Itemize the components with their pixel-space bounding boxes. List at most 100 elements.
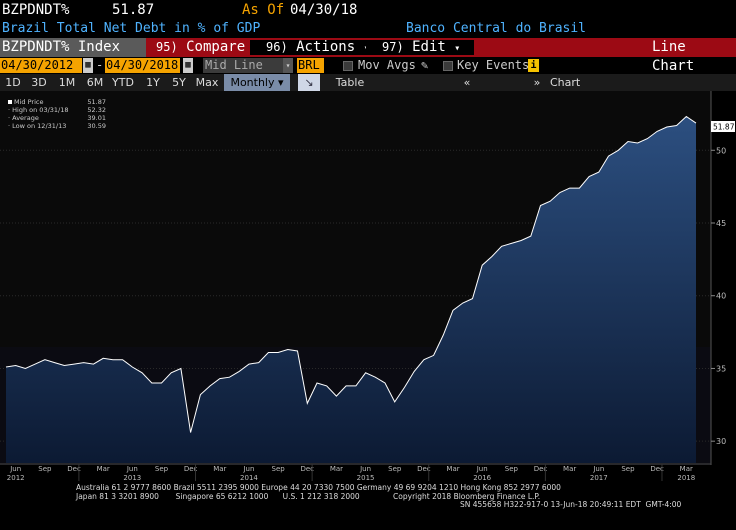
frequency-select[interactable]: Monthly ▾ [224, 74, 290, 91]
x-month-label: Mar [680, 465, 693, 473]
legend-bullet: · [8, 114, 13, 122]
x-month-label: Dec [300, 465, 314, 473]
data-source: Banco Central do Brasil [406, 21, 587, 36]
x-month-label: Mar [213, 465, 226, 473]
period-3d[interactable]: 3D [31, 76, 47, 89]
legend-row: · Low on 12/31/13 30.59 [8, 122, 106, 130]
x-year-label: 2017 [590, 474, 608, 482]
x-month-label: Jun [242, 465, 254, 473]
y-tick-label: 50 [716, 146, 726, 155]
legend-mid-label: Mid Price [14, 98, 44, 106]
table-button[interactable]: Table [335, 76, 365, 89]
mov-avgs-checkbox[interactable] [343, 61, 353, 71]
x-month-label: Mar [563, 465, 576, 473]
period-1d[interactable]: 1D [5, 76, 21, 89]
description-line: Brazil Total Net Debt in % of GDP Banco … [0, 20, 736, 38]
footer-line-2: Japan 81 3 3201 8900 Singapore 65 6212 1… [76, 491, 541, 501]
range-separator: - [96, 58, 104, 72]
actions-number: 96) [266, 40, 288, 54]
legend-avg-label: Average [12, 114, 39, 122]
legend-label: · High on 03/31/18 [8, 106, 87, 114]
expand-icon[interactable]: » [533, 76, 541, 89]
chart-content-button[interactable]: Chart Content [550, 76, 594, 106]
last-value-tag-text: 51.87 [713, 123, 735, 132]
period-1y[interactable]: 1Y [146, 76, 160, 89]
x-month-label: Sep [155, 465, 169, 473]
x-year-label: 2015 [357, 474, 375, 482]
start-calendar-icon[interactable]: ▦ [83, 58, 93, 73]
start-date-field[interactable]: 04/30/2012 [0, 58, 82, 73]
currency-select[interactable]: BRL [297, 58, 324, 73]
last-value: 51.87 [112, 2, 155, 18]
actions-button[interactable]: 96) Actions ▾ [250, 40, 370, 55]
legend-row: Mid Price 51.87 [8, 98, 106, 106]
x-month-label: Dec [650, 465, 664, 473]
x-month-label: Mar [330, 465, 343, 473]
security-field[interactable]: BZPDNDT% Index [0, 38, 146, 57]
legend-swatch [8, 100, 12, 104]
x-year-label: 2016 [473, 474, 491, 482]
ticker: BZPDNDT% [2, 2, 70, 18]
x-year-label: 2012 [7, 474, 25, 482]
x-year-label: 2013 [123, 474, 141, 482]
compare-button[interactable]: 95) Compare [156, 38, 245, 57]
x-month-label: Sep [38, 465, 52, 473]
end-date-field[interactable]: 04/30/2018 [105, 58, 180, 73]
footer: Australia 61 2 9777 8600 Brazil 5511 239… [0, 483, 736, 510]
collapse-icon[interactable]: « [463, 76, 471, 89]
series-line [5, 115, 697, 433]
period-1m[interactable]: 1M [58, 76, 76, 89]
period-bar: 1D 3D 1M 6M YTD 1Y 5Y Max Monthly ▾ ↘ Ta… [0, 74, 736, 106]
compare-number: 95) [156, 40, 178, 54]
as-of-date: 04/30/18 [290, 2, 358, 18]
price-mode-select[interactable]: Mid Line [203, 58, 285, 73]
edit-label: Edit [412, 39, 446, 55]
line-chart-icon[interactable]: ↘ [298, 74, 320, 91]
period-5y[interactable]: 5Y [172, 76, 186, 89]
end-calendar-icon[interactable]: ▦ [183, 58, 193, 73]
function-toolbar: BZPDNDT% Index 95) Compare 96) Actions ▾… [0, 38, 736, 74]
period-6m[interactable]: 6M [86, 76, 104, 89]
legend-high-label: High on 03/31/18 [12, 106, 69, 114]
footer-line-1: Australia 61 2 9777 8600 Brazil 5511 239… [76, 483, 561, 492]
chart-legend: Mid Price 51.87 · High on 03/31/18 52.32… [8, 98, 106, 130]
x-month-label: Dec [67, 465, 81, 473]
frequency-value: Monthly [230, 76, 275, 89]
x-month-label: Sep [505, 465, 519, 473]
period-ytd[interactable]: YTD [112, 76, 134, 89]
x-month-label: Jun [9, 465, 21, 473]
legend-low-value: 30.59 [87, 122, 106, 130]
mov-avgs-label: Mov Avgs [358, 58, 416, 72]
legend-row: · Average 39.01 [8, 114, 106, 122]
actions-label: Actions [296, 39, 356, 55]
edit-dropdown-icon: ▾ [454, 43, 461, 54]
x-year-label: 2018 [677, 474, 695, 482]
as-of-label: As Of [242, 2, 285, 18]
legend-label: Mid Price [8, 98, 87, 106]
x-month-label: Jun [476, 465, 488, 473]
last-value-tag: 51.87 [711, 121, 735, 132]
price-mode-dropdown-icon[interactable]: ▾ [283, 58, 293, 73]
x-month-label: Sep [388, 465, 402, 473]
y-tick-label: 40 [716, 292, 726, 301]
edit-button[interactable]: 97) Edit ▾ [366, 40, 474, 55]
x-month-label: Dec [534, 465, 548, 473]
x-month-label: Dec [184, 465, 198, 473]
legend-bullet: · [8, 122, 13, 130]
info-icon[interactable]: i [528, 59, 539, 72]
x-month-label: Sep [272, 465, 286, 473]
line-chart: 30 35 40 45 50 Jun Sep Dec Mar Jun Sep Dec Mar Jun Se… [0, 91, 735, 482]
x-month-label: Mar [446, 465, 459, 473]
legend-avg-value: 39.01 [87, 114, 106, 122]
y-tick-label: 35 [716, 364, 726, 373]
key-events-label: Key Events [457, 58, 530, 72]
footer-line-3: SN 455658 H322-917-0 13-Jun-18 20:49:11 … [460, 500, 682, 509]
x-month-label: Dec [417, 465, 431, 473]
legend-bullet: · [8, 106, 13, 114]
pencil-icon[interactable]: ✎ [421, 58, 429, 72]
chart-type-label[interactable]: Line Chart [652, 39, 695, 74]
period-max[interactable]: Max [195, 76, 219, 89]
legend-high-value: 52.32 [87, 106, 106, 114]
x-axis: Jun Sep Dec Mar Jun Sep Dec Mar Jun Sep Dec Mar Jun S… [0, 463, 711, 482]
key-events-checkbox[interactable] [443, 61, 453, 71]
